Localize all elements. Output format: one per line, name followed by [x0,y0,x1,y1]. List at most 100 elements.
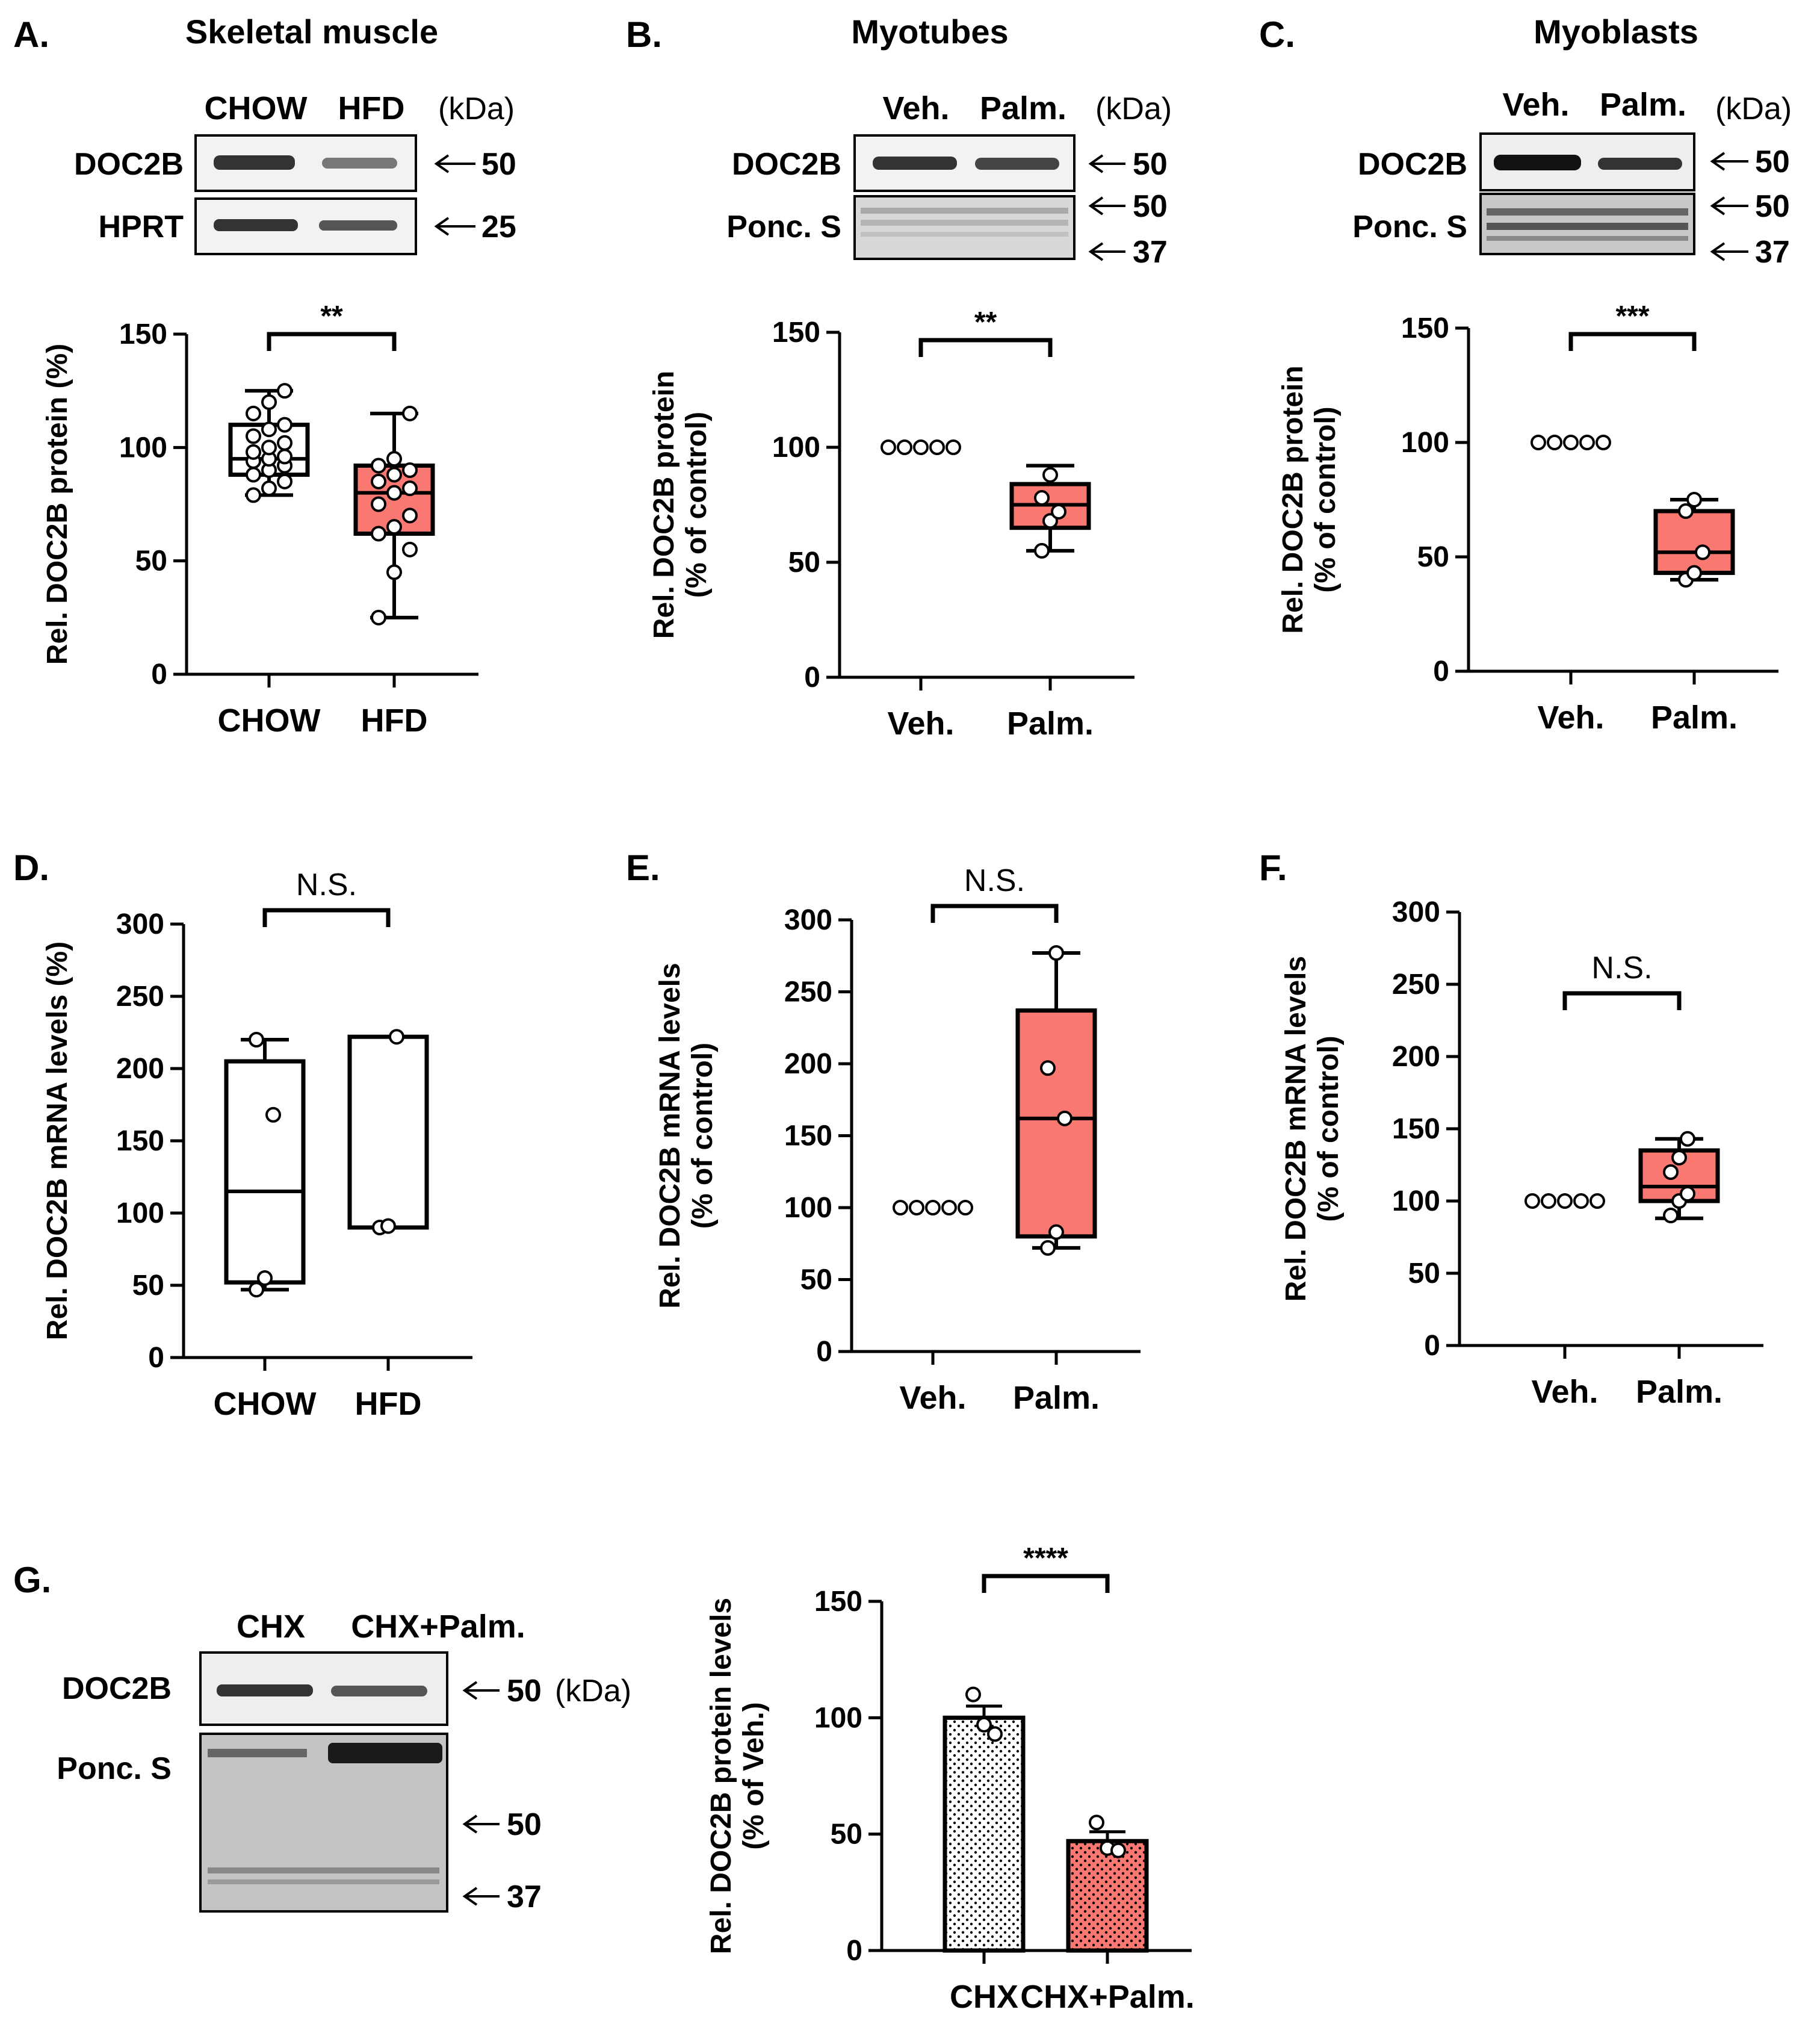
chart-a-xtick-label: HFD [361,703,428,739]
chart-a-significance-bracket [267,332,397,351]
chart-a-group-2-point [371,609,386,625]
chart-e: 0 50 100 150 200 250 300 Rel. DOC2B mRNA levels… [654,863,1141,1416]
blot-a-arrow-2 [434,217,475,236]
chart-f-ylabel: Rel. DOC2B mRNA levels [1280,956,1312,1302]
chart-a-ylabel: Rel. DOC2B protein (%) [42,344,73,665]
chart-g-group-1-point [987,1726,1003,1742]
blot-a-kda: (kDa) [438,92,515,126]
chart-f: 0 50 100 150 200 250 300 Rel. DOC2B mRNA levels… [1280,896,1763,1410]
charts: 0 50 100 150 Rel. DOC2B protein (%) CHOW HFD **… [42,300,1778,2015]
chart-c-ytick-label: 50 [1417,541,1449,573]
chart-d-xtick-label: CHOW [214,1386,317,1422]
chart-a-significance-label: ** [320,300,343,332]
chart-e-group-2-point [1057,1110,1072,1126]
chart-a-group-2-point [371,473,386,489]
chart-b-significance-label: ** [974,306,997,338]
chart-a-group-1-point [246,467,261,483]
chart-a-group-2-point [386,564,402,580]
chart-d-group-2-point [380,1218,396,1234]
chart-g-ytick-label: 50 [831,1819,862,1851]
chart-a-ytick-label: 50 [135,545,167,577]
chart-f-xtick-label: Veh. [1531,1374,1598,1410]
chart-d-ytick-label: 300 [116,908,164,940]
chart-d-ytick-label: 50 [132,1270,164,1302]
chart-f-ytick-label: 250 [1392,969,1440,1001]
blot-a-band-1b [322,158,397,169]
chart-c-group-2-point [1686,492,1702,507]
chart-e-ytick-label: 50 [800,1264,832,1296]
blot-g-arrow-3 [462,1887,500,1906]
chart-f-ytick-label: 100 [1392,1185,1440,1217]
blot-g-ponc-band-4 [208,1879,439,1884]
chart-e-group-2-point [1048,945,1064,961]
chart-a-xtick-label: CHOW [218,703,321,739]
blot-c-arrow-2-label: 50 [1755,189,1790,224]
chart-b: 0 50 100 150 Rel. DOC2B protein (% of control… [648,306,1134,742]
chart-b-ytick-label: 100 [772,432,820,464]
chart-f-ytick-label: 0 [1424,1330,1440,1362]
chart-a-group-2-point [402,405,418,421]
chart-d: 0 50 100 150 200 250 300 Rel. DOC2B mRNA levels… [42,867,472,1422]
chart-f-ytick-label: 150 [1392,1113,1440,1145]
chart-a-group-1-point [277,473,292,489]
panel-a-title: Skeletal muscle [185,13,438,51]
chart-f-group-1-point [1524,1193,1540,1209]
chart-c-group-1-point [1563,435,1579,450]
chart-c-group-1-point [1579,435,1595,450]
chart-a-group-1-point [277,383,292,399]
chart-g-group-2-bar [1066,1839,1149,1953]
blot-b-arrow-1 [1088,154,1125,173]
chart-a-group-1-point [246,428,261,444]
panel-e-letter: E. [626,848,660,888]
chart-b-ytick-label: 150 [772,317,820,349]
blot-g-row-2-label: Ponc. S [57,1751,172,1786]
chart-f-group-1-point [1541,1193,1556,1209]
chart-b-ytick-label: 0 [804,662,820,694]
chart-a: 0 50 100 150 Rel. DOC2B protein (%) CHOW HFD ** [42,300,478,739]
chart-f-group-2-point [1663,1164,1679,1180]
chart-e-group-1-point [925,1200,941,1215]
blot-a-lane-2: HFD [338,90,405,126]
chart-c-xtick-label: Palm. [1651,700,1738,736]
chart-a-group-1-point [277,417,292,433]
chart-g-ylabel: Rel. DOC2B protein levels [705,1598,737,1954]
panel-c-title: Myoblasts [1534,13,1698,51]
chart-b-group-1-point [913,439,929,455]
chart-g-group-1-point [976,1716,992,1733]
chart-g-significance-label: **** [1023,1542,1068,1574]
chart-b-xtick-label: Palm. [1007,706,1094,742]
chart-a-group-1-point [261,439,277,456]
panel-d-letter: D. [13,848,49,888]
chart-a-group-2-point [386,467,402,483]
chart-d-group-1-point [249,1282,264,1298]
chart-c-group-2-point [1686,565,1702,581]
chart-c-ytick-label: 150 [1401,312,1449,344]
chart-b-group-1-point [929,439,945,455]
blot-b-lane-2: Palm. [980,90,1066,126]
blot-g-band-1a [217,1684,313,1696]
blot-g-ponc-band-3 [208,1867,439,1873]
chart-e-ytick-label: 100 [784,1192,832,1224]
chart-e-ytick-label: 200 [784,1048,832,1080]
blot-g-ponc-band-1 [208,1749,307,1757]
chart-b-ylabel: (% of control) [681,412,713,598]
chart-b-xtick-label: Veh. [887,706,954,742]
chart-a-group-1-point [277,448,292,465]
chart-e-group-1-point [941,1200,957,1215]
chart-d-group-1-point [257,1270,273,1286]
chart-f-ylabel: (% of control) [1313,1035,1345,1221]
chart-f-group-1-point [1589,1193,1605,1209]
chart-g-group-1-point [965,1686,981,1702]
chart-a-ytick-label: 150 [119,318,167,350]
chart-c-group-2-point [1678,503,1694,519]
panel-f-letter: F. [1259,848,1287,888]
blot-g-lane-2: CHX+Palm. [351,1609,525,1645]
blot-c-kda: (kDa) [1715,92,1792,126]
chart-f-group-1-point [1573,1193,1589,1209]
chart-f-group-2-point [1671,1150,1687,1165]
chart-d-xtick-label: HFD [355,1386,422,1422]
chart-d-group-1-box [224,1059,306,1285]
chart-c-group-1-point [1596,435,1611,450]
blot-c-ponc-band-1 [1487,208,1688,216]
